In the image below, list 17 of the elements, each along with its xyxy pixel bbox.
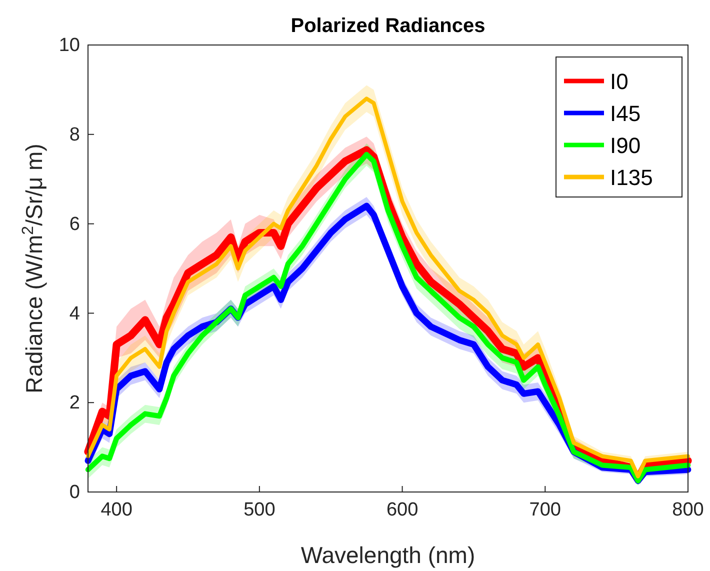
x-tick-label: 700 xyxy=(529,499,561,520)
x-tick-label: 800 xyxy=(672,499,704,520)
y-tick-label: 8 xyxy=(69,124,80,146)
legend-label: I45 xyxy=(610,101,641,126)
y-tick-label: 6 xyxy=(69,214,80,235)
x-tick-label: 600 xyxy=(386,499,418,520)
legend-label: I135 xyxy=(610,165,653,190)
x-axis-title: Wavelength (nm) xyxy=(300,542,476,568)
x-tick-label: 400 xyxy=(100,499,132,520)
chart-title: Polarized Radiances xyxy=(290,15,486,37)
legend-label: I90 xyxy=(610,133,641,158)
legend-label: I0 xyxy=(610,69,628,94)
y-tick-label: 0 xyxy=(69,482,80,504)
y-tick-label: 2 xyxy=(69,392,80,414)
y-tick-label: 4 xyxy=(69,303,80,324)
x-tick-label: 500 xyxy=(244,499,276,520)
y-tick-label: 10 xyxy=(58,35,80,56)
